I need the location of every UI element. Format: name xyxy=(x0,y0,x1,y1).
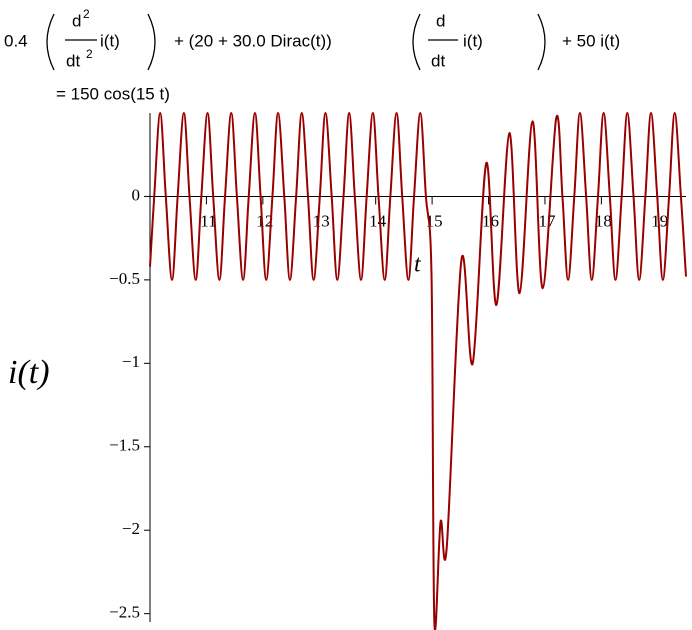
y-tick-label: −0.5 xyxy=(109,269,140,288)
y-tick-label: −1.5 xyxy=(109,436,140,455)
title-part: d xyxy=(72,11,81,30)
x-tick-label: 11 xyxy=(200,211,216,230)
title-part: dt xyxy=(431,51,445,70)
title-part: 2 xyxy=(86,47,93,61)
paren xyxy=(147,13,156,71)
title-part: + 50 i(t) xyxy=(562,31,620,50)
title-part: i(t) xyxy=(463,31,483,50)
x-axis-label: t xyxy=(414,252,422,278)
equation: 0.4 d 2 dt 2 i(t) + (20 + 30.0 Dirac(t))… xyxy=(4,7,620,103)
y-tick-label: −2.5 xyxy=(109,603,140,622)
title-part: i(t) xyxy=(100,31,120,50)
x-tick-label: 13 xyxy=(313,211,330,230)
data-line xyxy=(149,111,687,630)
title-part: d xyxy=(436,11,445,30)
paren xyxy=(537,13,546,71)
title-part: dt xyxy=(66,51,80,70)
y-tick-label: −1 xyxy=(122,352,140,371)
x-tick-label: 19 xyxy=(651,211,668,230)
paren xyxy=(412,13,421,71)
x-tick-label: 18 xyxy=(595,211,612,230)
title-part: + (20 + 30.0 Dirac(t)) xyxy=(174,31,332,50)
x-tick-label: 12 xyxy=(256,211,273,230)
x-tick-label: 14 xyxy=(369,211,387,230)
y-tick-label: 0 xyxy=(132,185,141,204)
title-part: 2 xyxy=(83,7,90,21)
x-tick-label: 17 xyxy=(538,211,556,230)
title-part: 0.4 xyxy=(4,31,28,50)
title-part: = 150 cos(15 t) xyxy=(56,84,170,103)
y-axis-label: i(t) xyxy=(8,354,50,391)
paren xyxy=(46,13,55,71)
y-tick-label: −2 xyxy=(122,519,140,538)
